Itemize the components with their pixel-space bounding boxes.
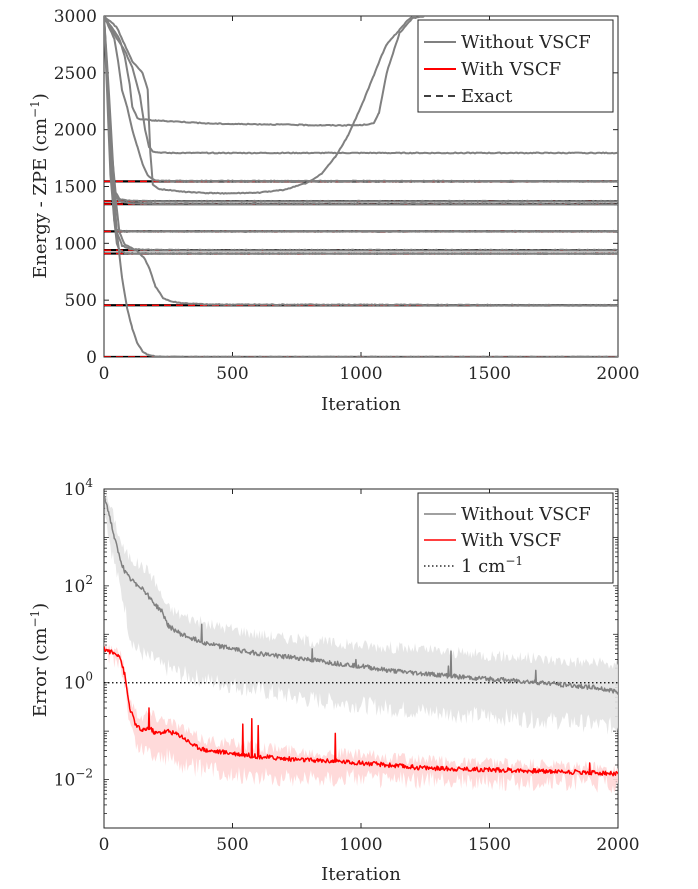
bottom-band-without-vscf	[104, 492, 618, 735]
top-without-vscf-line	[104, 16, 618, 203]
top-with-vscf-levels	[104, 180, 618, 357]
top-ytick-label: 2500	[54, 64, 97, 84]
top-xtick-label: 500	[216, 364, 248, 384]
top-without-vscf-line	[104, 16, 426, 127]
bottom-legend-box	[417, 492, 614, 584]
top-legend-without-vscf: Without VSCF	[461, 32, 591, 53]
bottom-ytick-label: 10−2	[54, 767, 93, 791]
top-xtick-label: 1000	[339, 364, 382, 384]
bottom-xtick-label: 2000	[596, 835, 639, 855]
bottom-legend-without-vscf: Without VSCF	[461, 504, 591, 525]
top-without-vscf-line	[104, 16, 618, 357]
top-without-vscf-line	[104, 16, 618, 233]
top-xtick-label: 1500	[468, 364, 511, 384]
bottom-xtick-label: 1500	[468, 835, 511, 855]
top-legend: Without VSCF With VSCF Exact	[417, 19, 614, 113]
top-ytick-label: 0	[86, 348, 97, 368]
top-without-vscf-line	[104, 16, 618, 307]
top-chart: 0 500 1000 1500 2000 0 500 1000 1500 2000 2500 3000…	[28, 7, 640, 415]
top-xtick-label: 0	[99, 364, 110, 384]
top-without-vscf-line	[104, 16, 618, 206]
top-ytick-label: 1000	[54, 234, 97, 254]
bottom-ytick-label: 102	[64, 573, 93, 597]
bottom-error-curves	[104, 494, 618, 777]
top-without-vscf-line	[104, 16, 417, 195]
bottom-line-with-vscf	[104, 646, 618, 777]
bottom-band-with-vscf	[104, 641, 618, 794]
bottom-ytick-label: 100	[64, 670, 93, 694]
bottom-spread-bands	[104, 492, 618, 794]
bottom-xtick-label: 0	[99, 835, 110, 855]
top-ytick-label: 1500	[54, 178, 97, 198]
bottom-ylabel: Error (cm−1)	[28, 603, 51, 717]
top-xtick-label: 2000	[596, 364, 639, 384]
top-ytick-label: 2000	[54, 121, 97, 141]
bottom-xtick-label: 500	[216, 835, 248, 855]
top-without-vscf-line	[104, 16, 618, 252]
top-without-vscf-line	[104, 16, 618, 155]
bottom-legend-with-vscf: With VSCF	[461, 530, 561, 551]
top-legend-exact: Exact	[461, 86, 513, 107]
top-without-vscf-line	[104, 16, 618, 255]
top-ylabel: Energy - ZPE (cm−1)	[28, 93, 51, 279]
top-without-vscf-line	[104, 16, 618, 183]
top-exact-levels	[104, 180, 618, 357]
bottom-ytick-label: 104	[64, 476, 94, 500]
top-axis-ticks: 0 500 1000 1500 2000 0 500 1000 1500 2000 2500 3000	[54, 7, 640, 384]
top-ytick-label: 500	[65, 291, 97, 311]
bottom-legend: Without VSCF With VSCF 1 cm−1	[417, 492, 614, 584]
bottom-xlabel: Iteration	[321, 864, 401, 885]
top-legend-with-vscf: With VSCF	[461, 59, 561, 80]
bottom-line-without-vscf	[104, 494, 618, 695]
bottom-legend-1cm: 1 cm−1	[461, 554, 523, 577]
top-ytick-label: 3000	[54, 7, 97, 27]
top-xlabel: Iteration	[321, 394, 401, 415]
top-without-vscf-curves	[104, 16, 618, 357]
bottom-xtick-label: 1000	[339, 835, 382, 855]
